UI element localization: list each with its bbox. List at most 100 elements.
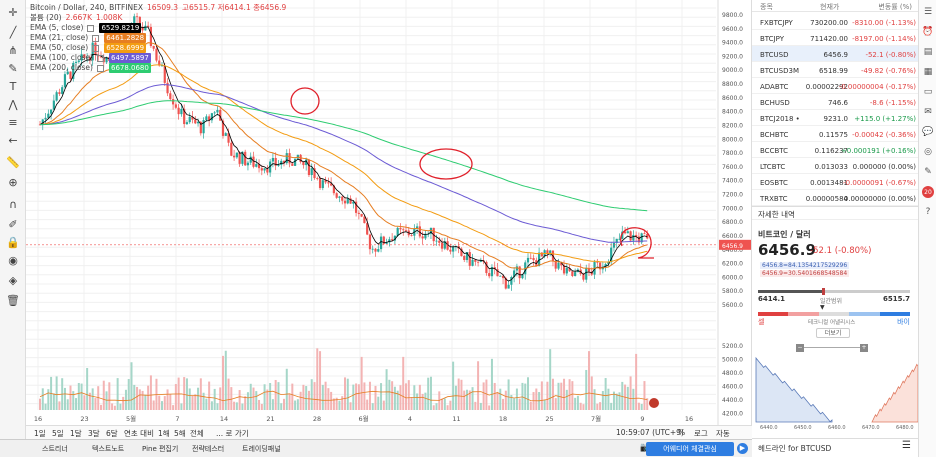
tab-pine-editor[interactable]: Pine 편집기 [142, 445, 179, 453]
watchlist-row[interactable]: EOSBTC 0.0013481 -0.0000091 (-0.67%) [752, 174, 918, 190]
watchlist-row[interactable]: BCHUSD 746.6 -8.6 (-1.15%) [752, 94, 918, 110]
watchlist-row[interactable]: BTCJPY 711420.00 -8197.00 (-1.14%) [752, 30, 918, 46]
wl-price: 0.0013481 [810, 179, 848, 187]
hotlist-icon[interactable]: ▭ [923, 87, 933, 97]
play-icon[interactable]: ▶ [737, 443, 748, 454]
alert-clock-icon[interactable]: ⏰ [922, 27, 934, 37]
trade-cta-button[interactable]: 어웨디어 체결관심 [646, 442, 734, 456]
tab-screener[interactable]: 스트리너 [42, 445, 68, 453]
data-window-icon[interactable]: ▤ [923, 47, 933, 57]
pen-lock-icon[interactable]: ✐ [8, 217, 18, 231]
watchlist-row[interactable]: TRXBTC 0.00000584 0.00000000 (0.00%) [752, 190, 918, 206]
candle-body [368, 234, 372, 250]
volume-bar [299, 391, 302, 410]
candle-body [626, 231, 629, 234]
watchlist-row[interactable]: LTCBTC 0.013033 0.000000 (0.00%) [752, 158, 918, 174]
help-icon[interactable]: ? [925, 207, 931, 217]
volume-bar [604, 378, 607, 410]
col-symbol[interactable]: 종목 [760, 3, 773, 11]
eye-icon[interactable] [92, 44, 100, 52]
lock-icon[interactable]: 🔒 [6, 235, 20, 249]
tech-label: 테크니컬 어낼리시스 [808, 320, 856, 326]
price-tick-label: 8600.0 [722, 95, 743, 102]
candle-body [379, 236, 383, 250]
tf-5y[interactable]: 5해 [174, 429, 186, 438]
watchlist-row[interactable]: BTCJ2018 • 9231.0 +115.0 (+1.27%) [752, 110, 918, 126]
goto-date[interactable]: ... 로 가기 [216, 429, 249, 438]
volume-bar [574, 397, 577, 410]
candle-body [324, 180, 327, 183]
depth-zoom-slider[interactable] [798, 347, 868, 352]
tab-trading-panel[interactable]: 트레이딩패널 [242, 445, 281, 453]
notification-badge[interactable]: 20 [922, 186, 934, 198]
magnet-icon[interactable]: ∩ [8, 197, 18, 211]
tf-5d[interactable]: 5일 [52, 429, 64, 438]
candle-body [338, 196, 341, 198]
tf-6m[interactable]: 6달 [106, 429, 118, 438]
pitchfork-icon[interactable]: ⋔ [8, 43, 18, 57]
watchlist-row[interactable]: FXBTCJPY 730200.00 -8310.00 (-1.13%) [752, 14, 918, 30]
ideas-icon[interactable]: ✉ [924, 107, 932, 117]
pattern-icon[interactable]: ⋀ [8, 97, 18, 111]
volume-bar [563, 378, 566, 410]
volume-bar [180, 403, 183, 410]
arrow-left-icon[interactable]: ← [8, 133, 18, 147]
eye-icon[interactable] [87, 24, 95, 32]
fib-icon[interactable]: ≡ [8, 115, 18, 129]
ruler-icon[interactable]: 📏 [6, 155, 20, 169]
menu-icon[interactable]: ☰ [902, 440, 911, 451]
volume-tick-label: 5000.0 [722, 357, 743, 364]
camera-icon[interactable]: 📷 [640, 443, 651, 453]
watchlist-row[interactable]: BTCUSD3M 6518.99 -49.82 (-0.76%) [752, 62, 918, 78]
volume-bar [618, 392, 621, 410]
zoom-in-icon[interactable]: + [860, 344, 868, 352]
eye-icon[interactable] [96, 64, 104, 72]
volume-bar [75, 398, 78, 410]
volume-bar [55, 376, 58, 410]
candle-body [565, 267, 568, 274]
tab-strategy-tester[interactable]: 전략테스터 [192, 445, 225, 453]
chat-icon[interactable]: 💬 [922, 127, 934, 137]
calendar-icon[interactable]: ▦ [923, 67, 933, 77]
tf-ytd[interactable]: 연초 대비 [124, 429, 154, 438]
watchlist-row[interactable]: BCHBTC 0.11575 -0.00042 (-0.36%) [752, 126, 918, 142]
tab-textnotes[interactable]: 텍스트노트 [92, 445, 125, 453]
watchlist-row[interactable]: ADABTC 0.00002292 -0.00000004 (-0.17%) [752, 78, 918, 94]
text-icon[interactable]: T [9, 79, 17, 93]
watchlist-row[interactable]: BTCUSD 6456.9 -52.1 (-0.80%) [752, 46, 918, 62]
eye-icon[interactable]: ◉ [8, 253, 18, 267]
col-price[interactable]: 현재가 [820, 3, 840, 11]
layers-icon[interactable]: ◈ [8, 273, 18, 287]
brush-icon[interactable]: ✎ [8, 61, 18, 75]
watchlist-icon[interactable]: ☰ [923, 7, 933, 17]
annotation-circle [620, 227, 654, 259]
notes-icon[interactable]: ✎ [924, 167, 932, 177]
volume-bar [313, 382, 316, 410]
tf-1m[interactable]: 1달 [70, 429, 82, 438]
tf-1y[interactable]: 1해 [158, 429, 170, 438]
col-change[interactable]: 변동률 (%) [878, 3, 912, 11]
zoom-icon[interactable]: ⊕ [8, 175, 18, 189]
time-tick-label: 18 [499, 415, 507, 423]
zoom-out-icon[interactable]: − [796, 344, 804, 352]
candle-body [305, 159, 308, 166]
eye-icon[interactable] [92, 34, 100, 42]
volume-bar [199, 378, 202, 410]
price-chart[interactable]: 9800.0 9600.0 9400.0 9200.0 9000.0 8800.0 8600… [26, 0, 752, 425]
candle-body [188, 116, 191, 123]
tf-all[interactable]: 전체 [190, 429, 204, 438]
opt-percent[interactable]: % [678, 428, 686, 437]
trash-icon[interactable]: 🗑 [6, 293, 20, 307]
eye-icon[interactable] [96, 54, 104, 62]
tf-3m[interactable]: 3달 [88, 429, 100, 438]
more-button[interactable]: 더보기 [816, 328, 850, 338]
tf-1d[interactable]: 1일 [34, 429, 46, 438]
trend-line-icon[interactable]: ╱ [9, 25, 17, 39]
opt-auto[interactable]: 자동 [716, 429, 730, 438]
streams-icon[interactable]: ◎ [924, 147, 932, 157]
volume-bar [637, 402, 640, 410]
crosshair-icon[interactable]: ✛ [8, 5, 18, 19]
opt-log[interactable]: 로그 [694, 429, 708, 438]
watchlist-row[interactable]: BCCBTC 0.116237 +0.000191 (+0.16%) [752, 142, 918, 158]
headlines-title[interactable]: 헤드라인 for BTCUSD [758, 444, 832, 453]
